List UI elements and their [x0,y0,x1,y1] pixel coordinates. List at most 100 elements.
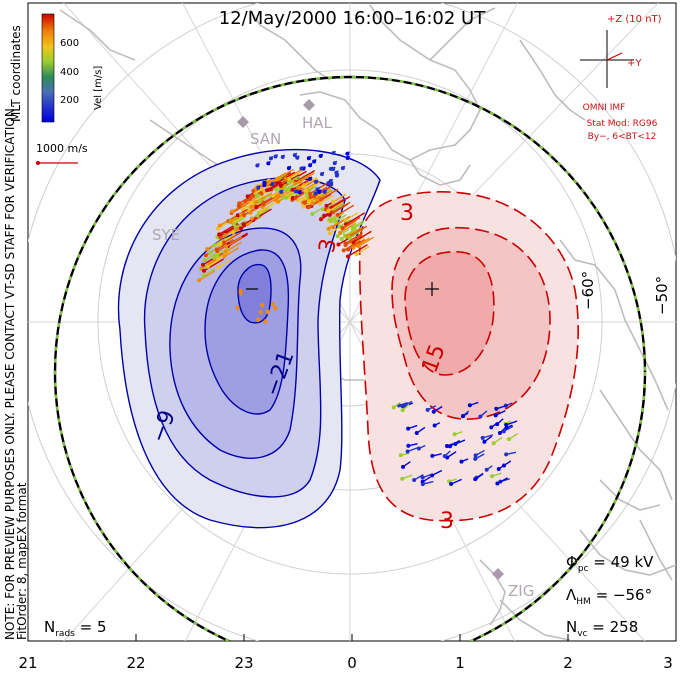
velocity-vector-origin [297,179,302,184]
velocity-vector [332,193,347,203]
velocity-vector-origin [255,163,260,168]
velocity-vector-origin [263,319,268,324]
velocity-vector [216,238,234,251]
velocity-vector [204,253,217,261]
velocity-vector-origin [286,166,291,171]
velocity-vector [325,198,345,211]
velocity-vector [217,259,232,268]
mlt-tick-label: 1 [455,654,465,672]
velocity-vector-origin [299,166,304,171]
velocity-vector-origin [286,187,291,192]
velocity-vector-origin [327,212,332,217]
velocity-vector-origin [326,226,331,231]
velocity-vector [334,214,347,223]
station-label-san: SAN [250,130,281,148]
velocity-vector-origin [259,191,264,196]
velocity-vector-origin [208,250,213,255]
mlt-tick-label: 3 [663,654,673,672]
velocity-vector [235,220,247,228]
map-title: 12/May/2000 16:00–16:02 UT [219,8,486,29]
velocity-vector-origin [214,247,219,252]
velocity-vector-origin [459,459,464,464]
velocity-vector-origin [274,187,279,192]
velocity-vector [275,190,292,201]
velocity-vector-origin [341,248,346,253]
velocity-vector [352,220,365,228]
velocity-vector [345,234,363,246]
velocity-vector-origin [347,235,352,240]
velocity-vector-origin [317,189,322,194]
velocity-vector-origin [497,430,502,435]
velocity-vector-origin [491,441,496,446]
stats: Φpc = 49 kV ΛHM = −56° Nvc = 258 Nrads =… [44,553,654,639]
hm-boundary-dash [53,75,647,641]
stat-nrads: Nrads = 5 [44,618,107,639]
velocity-vector-origin [242,202,247,207]
velocity-vector-origin [391,405,396,410]
velocity-vector-origin [431,409,436,414]
colorbar-tick-600: 600 [60,38,79,49]
imf-y-label: +Y [627,58,642,69]
velocity-vector-origin [274,177,279,182]
contour-label-3a: 3 [315,237,342,255]
velocity-vector [263,192,281,204]
velocity-vector-origin [467,403,472,408]
velocity-vector-origin [482,439,487,444]
velocity-vector-origin [414,431,419,436]
velocity-vector-origin [504,422,509,427]
velocity-vector-origin [290,187,295,192]
velocity-vector [345,232,364,244]
velocity-vector-origin [302,197,307,202]
velocity-vector-origin [327,231,332,236]
velocity-vector-origin [224,244,229,249]
velocity-vector-origin [249,204,254,209]
velocity-vector-origin [283,177,288,182]
velocity-vector-origin [473,477,478,482]
positive-cell [358,191,579,522]
velocity-vector-origin [351,245,356,250]
velocity-vector-origin [313,191,318,196]
velocity-vector-origin [337,224,342,229]
velocity-vector-origin [292,153,297,158]
fit-label: FitOrder: 8, mapEX format [15,482,29,640]
velocity-vector-origin [447,479,452,484]
velocity-vector [347,244,368,257]
velocity-vector-origin [271,193,276,198]
velocity-vector-origin [296,185,301,190]
velocity-vector-origin [452,432,457,437]
velocity-vector-origin [324,203,329,208]
velocity-vector-origin [223,233,228,238]
mlt-tick-label: 0 [347,654,357,672]
velocity-vector [343,240,361,252]
velocity-vector-origin [339,237,344,242]
velocity-vector [342,220,357,230]
velocity-vector-origin [333,219,338,224]
colorbar-scale [41,13,55,123]
reference-vector: 1000 m/s [36,142,88,165]
station-label-hal: HAL [302,114,333,132]
velocity-vector-origin [331,210,336,215]
velocity-vector [345,212,359,221]
velocity-vector-origin [260,302,265,307]
velocity-vector-origin [318,201,323,206]
velocity-vector-origin [218,235,223,240]
coords-label: MLT coordinates [9,25,23,122]
velocity-vector-origin [495,481,500,486]
velocity-vector-origin [217,232,222,237]
imf-z-label: +Z (10 nT) [607,14,662,25]
velocity-vector-origin [255,213,260,218]
velocity-vector-origin [214,253,219,258]
velocity-vector-origin [504,452,509,457]
velocity-vector-origin [205,247,210,252]
velocity-vector-origin [235,227,240,232]
velocity-vector-origin [307,199,312,204]
imf-model-2: By−, 6<BT<12 [588,132,657,142]
velocity-vector-origin [293,189,298,194]
velocity-vector [339,222,357,234]
velocity-vector-origin [425,407,430,412]
velocity-vector-origin [236,204,241,209]
velocity-vector-origin [256,317,261,322]
mlt-tick-label: 2 [563,654,573,672]
mlt-tick-label: 21 [18,654,37,672]
velocity-vector-origin [430,453,435,458]
